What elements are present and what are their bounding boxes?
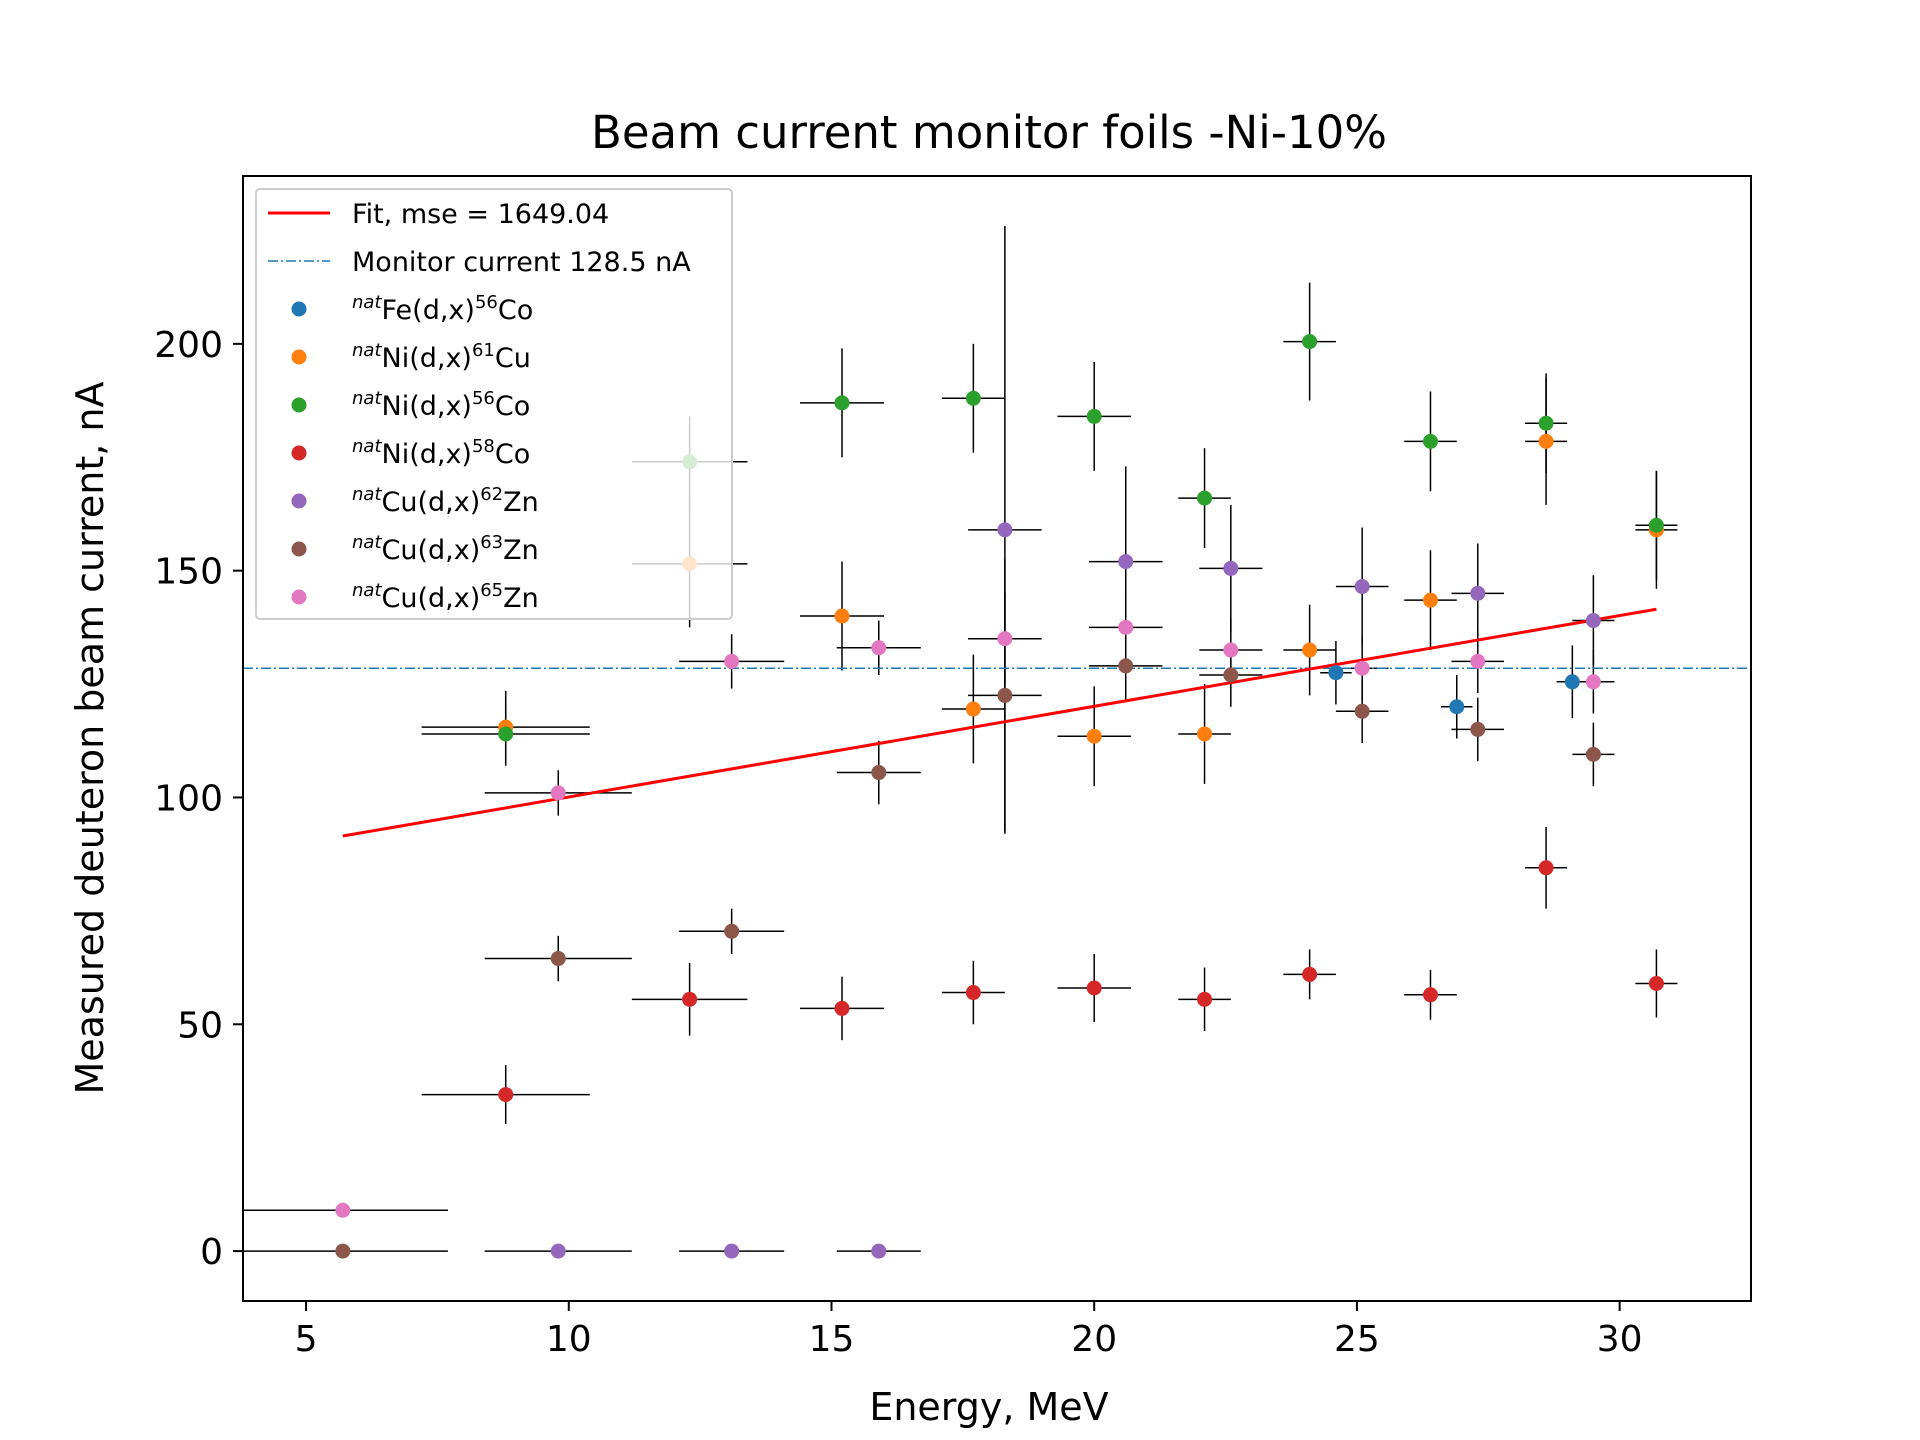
- data-point: [997, 522, 1013, 538]
- legend-series-label: natCu(d,x)65Zn: [352, 580, 539, 614]
- data-point: [871, 1243, 887, 1259]
- y-tick-label: 150: [154, 552, 223, 593]
- data-point: [1302, 642, 1318, 658]
- data-point: [1538, 433, 1554, 449]
- y-axis-label: Measured deuteron beam current, nA: [68, 382, 112, 1095]
- y-tick-label: 100: [154, 778, 223, 819]
- data-point: [1223, 560, 1239, 576]
- data-point: [1223, 642, 1239, 658]
- data-point: [1197, 991, 1213, 1007]
- x-tick-label: 30: [1597, 1319, 1643, 1360]
- legend-series-label: natCu(d,x)62Zn: [352, 484, 539, 518]
- legend-marker: [291, 589, 307, 605]
- data-point: [1197, 726, 1213, 742]
- data-point: [1470, 585, 1486, 601]
- data-point: [1470, 721, 1486, 737]
- data-point: [1585, 746, 1601, 762]
- legend-marker: [291, 541, 307, 557]
- data-point: [1648, 517, 1664, 533]
- data-point: [1538, 860, 1554, 876]
- data-point: [1302, 966, 1318, 982]
- plot-inner: [243, 225, 1751, 1259]
- data-point: [335, 1243, 351, 1259]
- data-point: [1470, 653, 1486, 669]
- data-point: [1086, 980, 1102, 996]
- data-point: [834, 1000, 850, 1016]
- data-point: [1118, 619, 1134, 635]
- data-point: [834, 608, 850, 624]
- data-point: [1086, 728, 1102, 744]
- chart-title: Beam current monitor foils -Ni-10%: [591, 106, 1387, 159]
- data-point: [1118, 554, 1134, 570]
- data-point: [871, 765, 887, 781]
- legend-series-label: natNi(d,x)58Co: [352, 436, 530, 470]
- data-point: [498, 1087, 514, 1103]
- legend-fit-label: Fit, mse = 1649.04: [352, 199, 609, 230]
- x-axis-label: Energy, MeV: [869, 1385, 1108, 1429]
- data-point: [1422, 592, 1438, 608]
- legend: Fit, mse = 1649.04 Monitor current 128.5 …: [255, 188, 733, 620]
- y-tick-label: 200: [154, 325, 223, 366]
- legend-marker: [291, 301, 307, 317]
- data-point: [1648, 975, 1664, 991]
- data-point: [1422, 433, 1438, 449]
- legend-marker: [291, 349, 307, 365]
- data-point: [724, 923, 740, 939]
- data-point: [1449, 699, 1465, 715]
- data-point: [1422, 987, 1438, 1003]
- x-tick-label: 15: [809, 1319, 855, 1360]
- data-point: [1086, 408, 1102, 424]
- data-point: [335, 1202, 351, 1218]
- data-point: [1354, 579, 1370, 595]
- data-point: [1118, 658, 1134, 674]
- legend-marker: [291, 397, 307, 413]
- data-point: [498, 726, 514, 742]
- y-tick-label: 50: [177, 1005, 223, 1046]
- data-point: [682, 991, 698, 1007]
- data-point: [1585, 613, 1601, 629]
- axes-frame: [242, 175, 1752, 1302]
- data-point: [724, 653, 740, 669]
- data-point: [834, 395, 850, 411]
- legend-marker: [291, 445, 307, 461]
- x-tick-label: 5: [295, 1319, 318, 1360]
- legend-box: [255, 188, 733, 620]
- axis-ticks: 5 10 15 20 25 30 0 50 100 150 200: [154, 325, 1642, 1360]
- legend-series-label: natNi(d,x)61Cu: [352, 340, 531, 374]
- data-point: [1564, 674, 1580, 690]
- data-point: [965, 390, 981, 406]
- data-point: [1354, 703, 1370, 719]
- data-point: [1197, 490, 1213, 506]
- y-tick-label: 0: [200, 1232, 223, 1273]
- data-point: [1538, 415, 1554, 431]
- x-tick-label: 20: [1071, 1319, 1117, 1360]
- x-tick-label: 10: [546, 1319, 592, 1360]
- data-point: [724, 1243, 740, 1259]
- data-point: [997, 687, 1013, 703]
- data-point: [871, 640, 887, 656]
- data-point: [550, 1243, 566, 1259]
- data-point: [997, 631, 1013, 647]
- data-point: [1354, 660, 1370, 676]
- plot-area: [243, 225, 1751, 1259]
- legend-series-label: natNi(d,x)56Co: [352, 388, 530, 422]
- legend-monitor-label: Monitor current 128.5 nA: [352, 247, 691, 278]
- legend-series-label: natFe(d,x)56Co: [352, 292, 533, 326]
- data-point: [965, 985, 981, 1001]
- data-point: [550, 951, 566, 967]
- legend-marker: [291, 493, 307, 509]
- data-point: [1328, 665, 1344, 681]
- data-point: [550, 785, 566, 801]
- legend-series-label: natCu(d,x)63Zn: [352, 532, 539, 566]
- data-point: [1585, 674, 1601, 690]
- data-point: [965, 701, 981, 717]
- x-tick-label: 25: [1334, 1319, 1380, 1360]
- data-point: [1223, 667, 1239, 683]
- data-point: [1302, 334, 1318, 350]
